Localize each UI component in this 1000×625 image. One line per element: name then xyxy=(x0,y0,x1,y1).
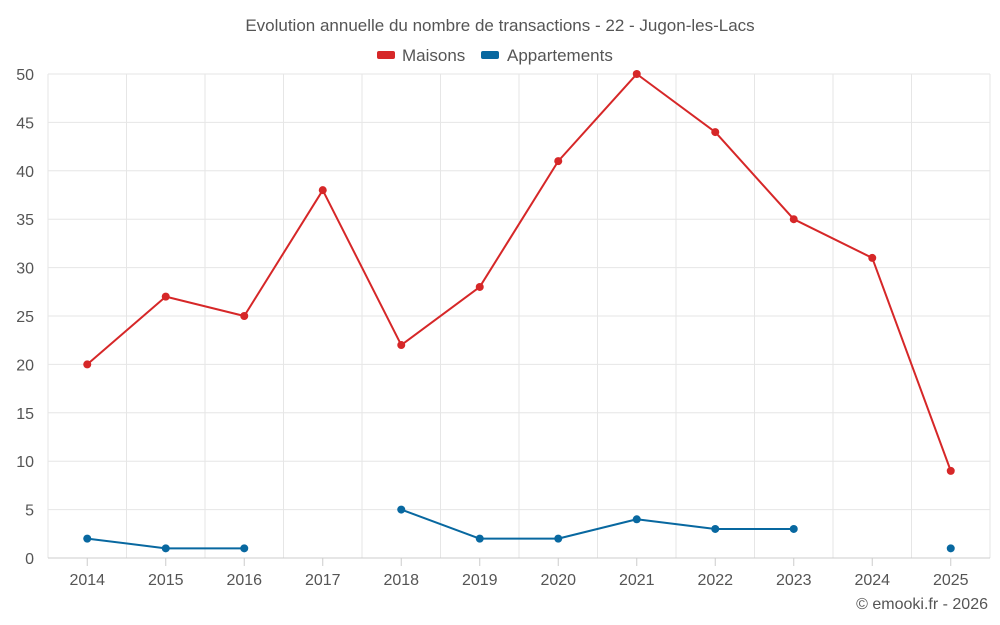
x-tick-label: 2018 xyxy=(383,572,419,589)
x-tick-label: 2023 xyxy=(776,572,812,589)
data-point-appartements[interactable] xyxy=(789,524,798,533)
y-tick-label: 35 xyxy=(16,212,34,229)
data-point-maisons[interactable] xyxy=(161,292,170,301)
data-point-maisons[interactable] xyxy=(318,186,327,195)
x-tick-label: 2019 xyxy=(462,572,498,589)
y-tick-label: 50 xyxy=(16,67,34,84)
series-line-maisons xyxy=(86,73,952,472)
grid xyxy=(47,73,991,558)
data-point-maisons[interactable] xyxy=(475,282,484,291)
data-point-maisons[interactable] xyxy=(711,128,720,137)
y-tick-label: 40 xyxy=(16,164,34,181)
chart-title: Evolution annuelle du nombre de transact… xyxy=(245,16,754,35)
legend-label-maisons: Maisons xyxy=(402,46,465,65)
legend-swatch-maisons xyxy=(377,51,395,59)
x-tick-label: 2017 xyxy=(305,572,341,589)
credit-text: © emooki.fr - 2026 xyxy=(856,596,988,613)
x-tick-label: 2021 xyxy=(619,572,655,589)
series-line-appartements xyxy=(400,508,794,540)
y-tick-label: 30 xyxy=(16,261,34,278)
legend-item-appartements[interactable]: Appartements xyxy=(481,46,613,65)
data-point-appartements[interactable] xyxy=(83,534,92,543)
y-tick-label: 20 xyxy=(16,357,34,374)
y-tick-label: 25 xyxy=(16,309,34,326)
data-point-appartements[interactable] xyxy=(946,544,955,553)
data-point-appartements[interactable] xyxy=(240,544,249,553)
data-point-appartements[interactable] xyxy=(711,524,720,533)
data-point-appartements[interactable] xyxy=(397,505,406,514)
data-point-appartements[interactable] xyxy=(475,534,484,543)
data-point-appartements[interactable] xyxy=(161,544,170,553)
series xyxy=(83,70,955,553)
data-point-maisons[interactable] xyxy=(946,466,955,475)
series-maisons xyxy=(83,70,955,475)
data-point-maisons[interactable] xyxy=(554,157,563,166)
data-point-appartements[interactable] xyxy=(554,534,563,543)
legend-label-appartements: Appartements xyxy=(507,46,613,65)
y-tick-label: 15 xyxy=(16,406,34,423)
x-tick-label: 2016 xyxy=(226,572,262,589)
data-point-maisons[interactable] xyxy=(83,360,92,369)
data-point-maisons[interactable] xyxy=(632,70,641,78)
y-tick-label: 0 xyxy=(25,551,34,568)
y-tick-label: 10 xyxy=(16,454,34,471)
y-tick-label: 45 xyxy=(16,115,34,132)
legend-swatch-appartements xyxy=(481,51,499,59)
x-tick-label: 2015 xyxy=(148,572,184,589)
data-point-appartements[interactable] xyxy=(632,515,641,524)
data-point-maisons[interactable] xyxy=(397,341,406,350)
x-tick-label: 2022 xyxy=(697,572,733,589)
data-point-maisons[interactable] xyxy=(868,253,877,262)
y-tick-label: 5 xyxy=(25,503,34,520)
series-appartements xyxy=(83,505,955,553)
data-point-maisons[interactable] xyxy=(240,312,249,320)
x-tick-label: 2014 xyxy=(69,572,105,589)
legend: Maisons Appartements xyxy=(377,46,613,65)
x-tick-label: 2024 xyxy=(854,572,890,589)
data-point-maisons[interactable] xyxy=(789,215,798,224)
x-tick-label: 2025 xyxy=(933,572,969,589)
legend-item-maisons[interactable]: Maisons xyxy=(377,46,465,65)
x-tick-label: 2020 xyxy=(540,572,576,589)
